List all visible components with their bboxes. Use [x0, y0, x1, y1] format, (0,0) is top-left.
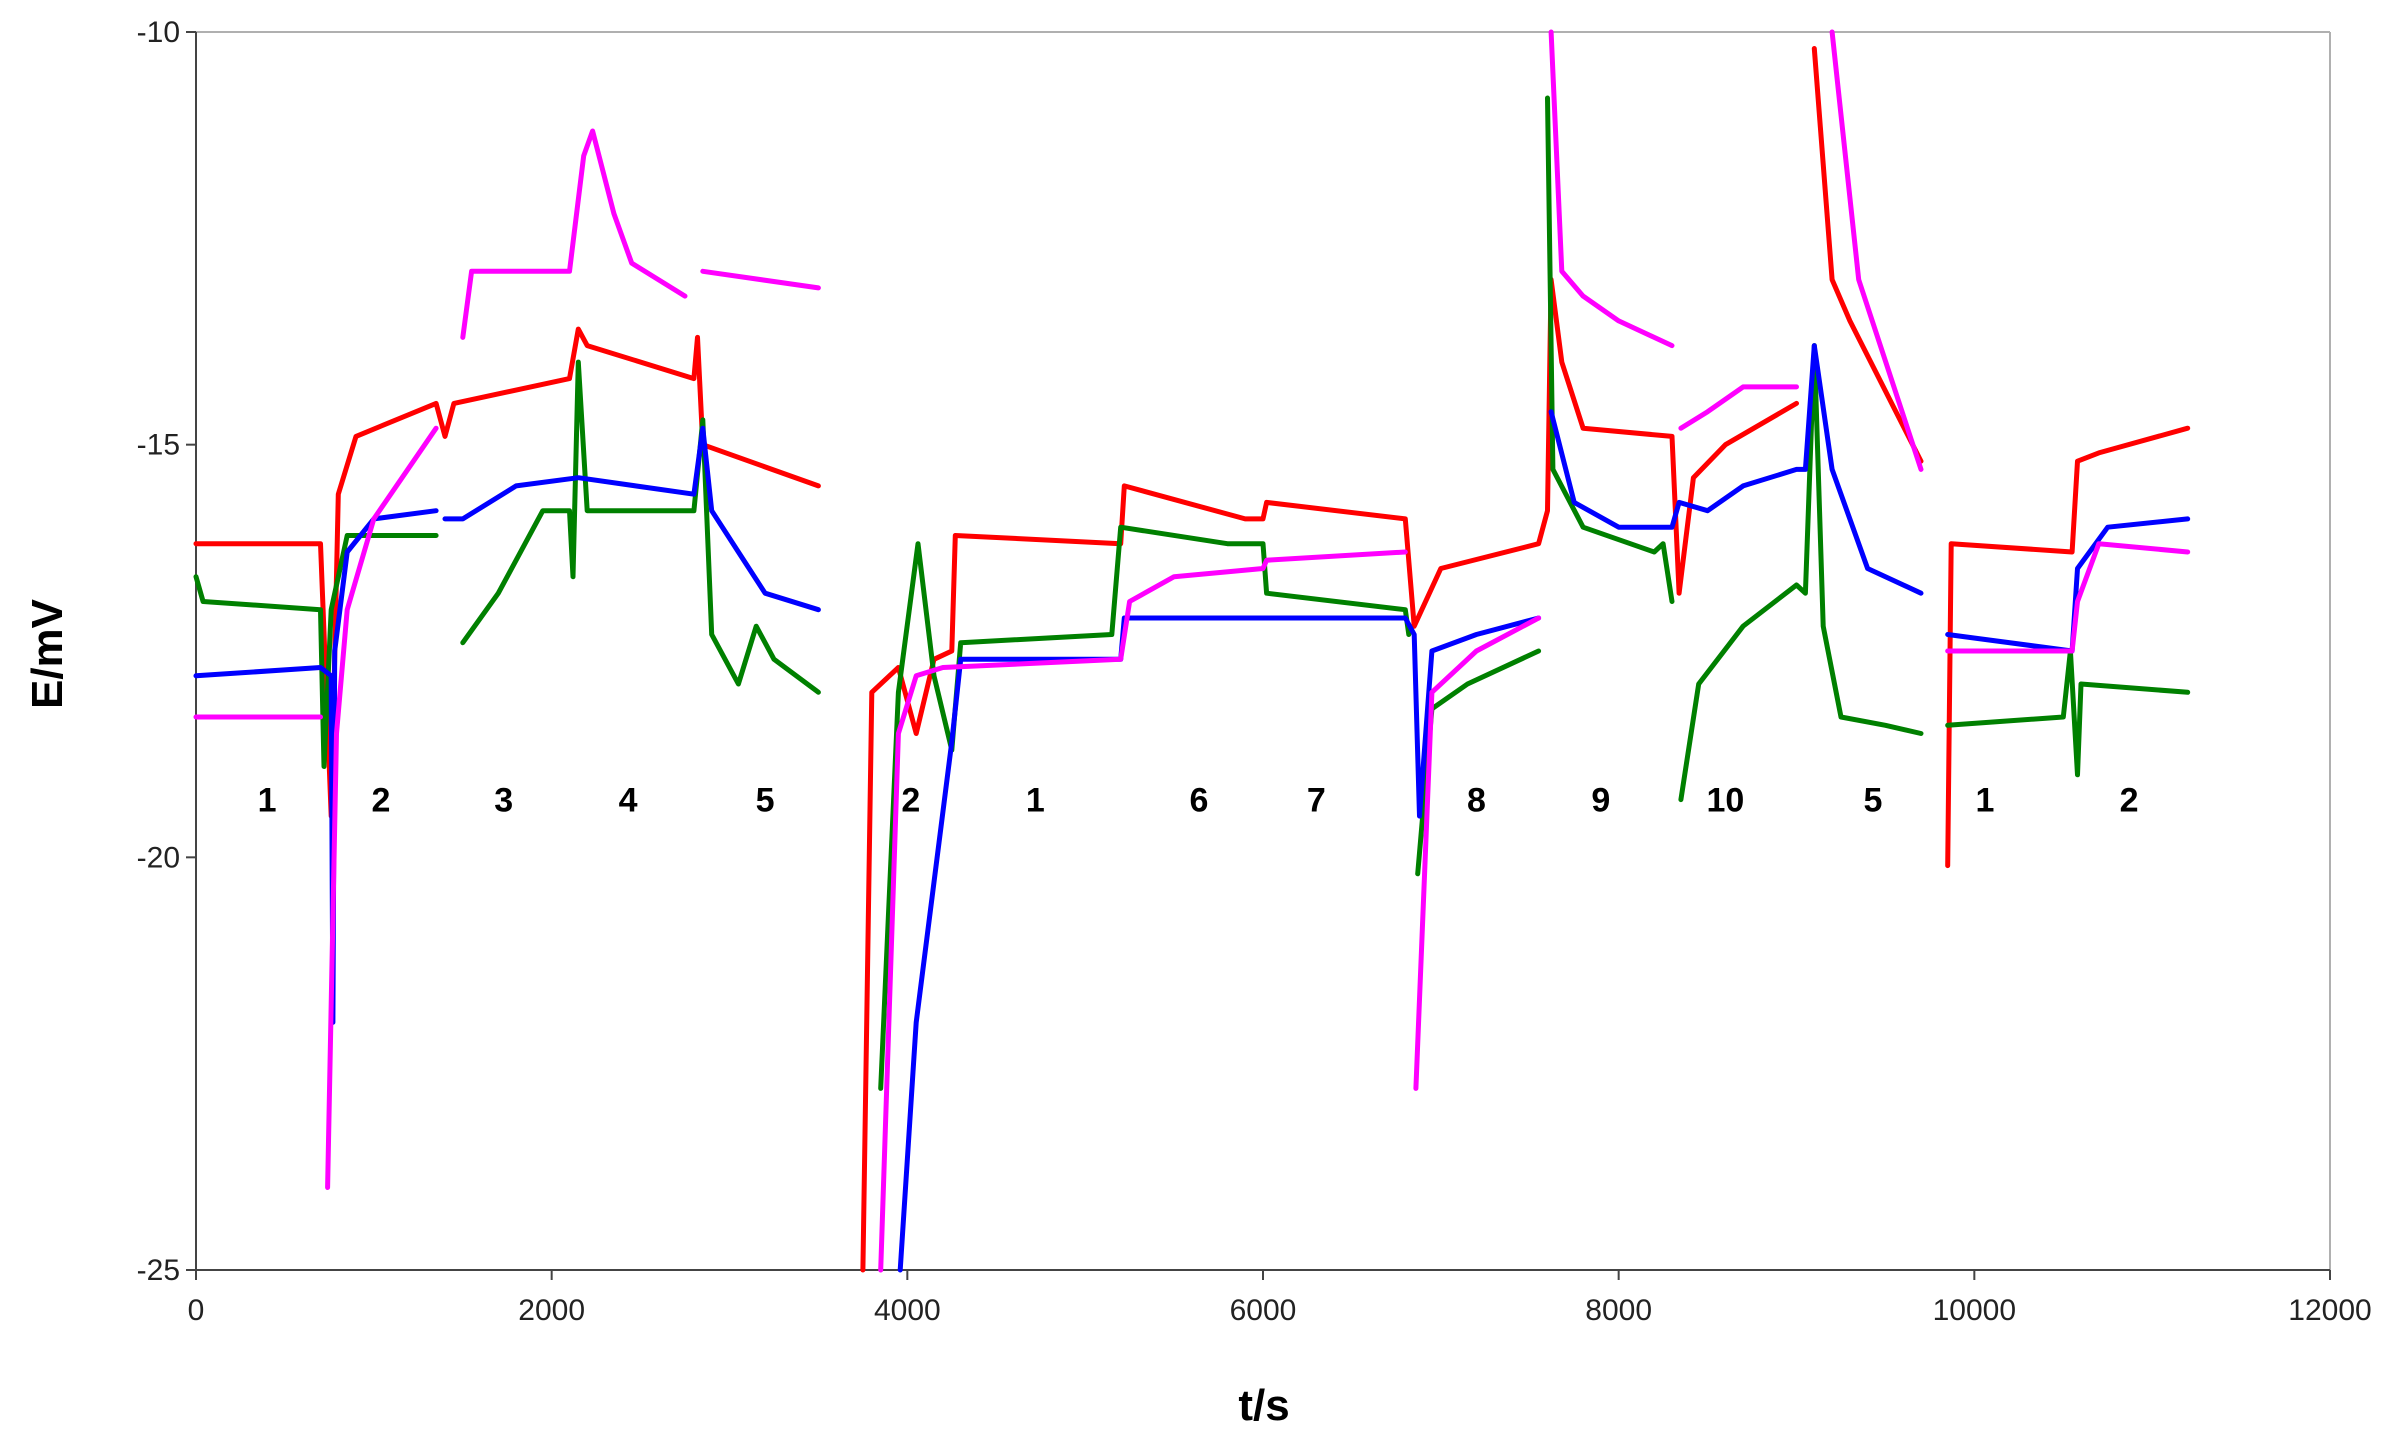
segment-label: 5 [756, 782, 775, 820]
segment-label: 2 [371, 782, 390, 820]
segment-label: 3 [494, 782, 513, 820]
series-line-4 [193, 29, 2191, 1273]
series-line-2 [193, 95, 2191, 1091]
segment-label: 10 [1706, 782, 1744, 820]
y-tick-label: -15 [137, 429, 180, 462]
y-tick-label: -25 [137, 1254, 180, 1287]
x-axis-title: t/s [1238, 1381, 1289, 1430]
y-axis-title: E/mV [23, 598, 72, 709]
segment-label: 8 [1467, 782, 1486, 820]
segment-label: 5 [1864, 782, 1883, 820]
series-group [193, 29, 2191, 1273]
series-line-1 [193, 46, 2191, 1273]
segment-labels: 1 2 3 4 5 2 1 6 7 8 9 10 5 1 2 [258, 782, 2139, 820]
axes: 0 2000 4000 6000 8000 10000 12000 -25 -20 -15 -10 [137, 16, 2372, 1327]
x-tick-label: 4000 [874, 1294, 941, 1327]
segment-label: 9 [1591, 782, 1610, 820]
x-tick-label: 12000 [2288, 1294, 2371, 1327]
x-tick-label: 6000 [1230, 1294, 1297, 1327]
segment-label: 1 [1026, 782, 1045, 820]
x-tick-label: 2000 [518, 1294, 585, 1327]
segment-label: 2 [2120, 782, 2139, 820]
segment-label: 6 [1190, 782, 1209, 820]
x-tick-label: 0 [188, 1294, 205, 1327]
segment-label: 4 [619, 782, 638, 820]
segment-label: 1 [258, 782, 277, 820]
segment-label: 7 [1307, 782, 1326, 820]
segment-label: 1 [1976, 782, 1995, 820]
segment-label: 2 [901, 782, 920, 820]
y-tick-label: -20 [137, 841, 180, 874]
x-tick-label: 8000 [1585, 1294, 1652, 1327]
y-tick-label: -10 [137, 16, 180, 49]
x-tick-label: 10000 [1933, 1294, 2016, 1327]
